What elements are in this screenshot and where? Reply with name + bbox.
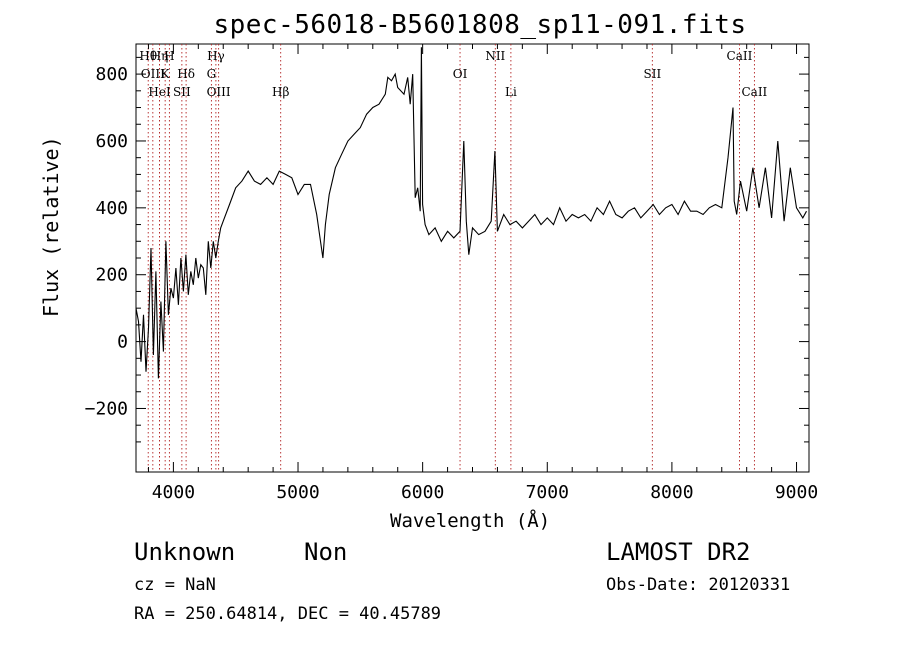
coordinates: RA = 250.64814, DEC = 40.45789 <box>134 604 442 624</box>
marker-label-13: NII <box>485 49 505 63</box>
x-tick-label-0: 4000 <box>152 482 195 503</box>
marker-label-17: CaII <box>741 85 767 99</box>
marker-label-15: SII <box>643 67 661 81</box>
y-tick-label-0: −200 <box>85 398 128 419</box>
marker-label-10: G <box>207 67 217 81</box>
marker-label-8: OIII <box>207 85 231 99</box>
axes: 4000 5000 6000 7000 8000 9000 −200 0 200 400 600 80… <box>85 44 818 503</box>
object-class: Unknown <box>134 538 236 566</box>
obs-date: Obs-Date: 20120331 <box>606 575 791 595</box>
marker-label-12: OI <box>453 67 468 81</box>
marker-label-3: Hη <box>151 49 169 63</box>
chart-title: spec-56018-B5601808_sp11-091.fits <box>213 10 747 40</box>
y-tick-label-3: 400 <box>95 198 128 219</box>
redshift-cz: cz = NaN <box>134 575 216 595</box>
x-tick-label-3: 7000 <box>526 482 569 503</box>
plot-frame <box>135 43 810 473</box>
x-tick-label-1: 5000 <box>276 482 319 503</box>
y-axis-label: Flux (relative) <box>39 136 63 317</box>
y-tick-label-1: 0 <box>117 332 128 353</box>
survey-label: LAMOST DR2 <box>606 538 751 566</box>
y-tick-label-4: 600 <box>95 131 128 152</box>
marker-label-7: Hδ <box>177 67 195 81</box>
flux-series-line <box>135 47 807 379</box>
marker-label-1: OIII <box>141 67 165 81</box>
marker-label-5: SII <box>173 85 191 99</box>
marker-label-11: Hβ <box>272 85 289 99</box>
marker-label-4: K <box>161 67 171 81</box>
y-tick-label-2: 200 <box>95 265 128 286</box>
line-markers: HθOIIIHeIHηKSIIHHδOIIIHγGHβOINIILiSIICaI… <box>139 44 768 472</box>
x-axis-label: Wavelength (Å) <box>390 510 551 532</box>
x-tick-label-4: 8000 <box>650 482 693 503</box>
marker-label-14: Li <box>505 85 517 99</box>
y-tick-label-5: 800 <box>95 64 128 85</box>
marker-label-6: H <box>164 49 174 63</box>
marker-label-16: CaII <box>727 49 753 63</box>
x-tick-label-5: 9000 <box>775 482 818 503</box>
x-tick-label-2: 6000 <box>401 482 444 503</box>
object-subclass: Non <box>304 538 348 566</box>
marker-label-9: Hγ <box>207 49 225 63</box>
